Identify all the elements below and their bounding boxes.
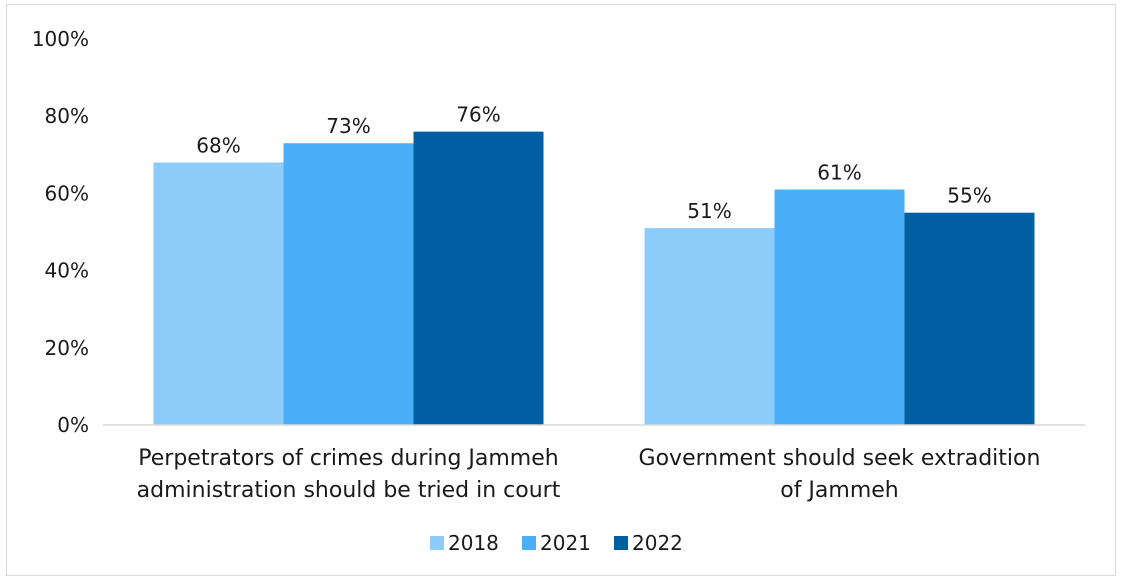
bar-2022 <box>413 131 544 425</box>
data-label: 61% <box>817 161 861 185</box>
data-label: 51% <box>687 199 731 223</box>
y-tick-label: 60% <box>45 181 89 205</box>
category-label: Government should seek extradition <box>639 446 1041 471</box>
category-label: of Jammeh <box>780 478 899 503</box>
legend-label: 2021 <box>540 531 591 555</box>
y-tick-label: 0% <box>57 413 89 437</box>
y-tick-label: 80% <box>45 104 89 128</box>
legend-swatch-2018 <box>430 536 444 550</box>
data-label: 68% <box>196 134 240 158</box>
bar-2018 <box>153 162 284 425</box>
legend: 2018 2021 2022 <box>430 531 683 555</box>
legend-label: 2022 <box>632 531 683 555</box>
bars <box>153 131 1035 425</box>
bar-2022 <box>904 212 1035 425</box>
legend-swatch-2021 <box>522 536 536 550</box>
category-label: Perpetrators of crimes during Jammeh <box>138 446 558 471</box>
bar-2021 <box>774 189 905 425</box>
bar-2021 <box>283 143 414 425</box>
y-axis: 0% 20% 40% 60% 80% 100% <box>32 27 89 437</box>
chart-frame: 0% 20% 40% 60% 80% 100% 68% 73% 76% 51% 61% 55% Pe… <box>6 4 1116 576</box>
legend-label: 2018 <box>448 531 499 555</box>
data-label: 55% <box>947 184 991 208</box>
y-tick-label: 40% <box>45 259 89 283</box>
data-label: 76% <box>456 103 500 127</box>
bar-2018 <box>644 228 775 425</box>
y-tick-label: 20% <box>45 336 89 360</box>
legend-swatch-2022 <box>614 536 628 550</box>
data-label: 73% <box>326 114 370 138</box>
category-label: administration should be tried in court <box>137 478 561 503</box>
y-tick-label: 100% <box>32 27 89 51</box>
bar-chart: 0% 20% 40% 60% 80% 100% 68% 73% 76% 51% 61% 55% Pe… <box>32 27 1085 555</box>
data-labels: 68% 73% 76% 51% 61% 55% <box>196 103 991 224</box>
x-axis: Perpetrators of crimes during Jammeh admi… <box>137 446 1041 503</box>
